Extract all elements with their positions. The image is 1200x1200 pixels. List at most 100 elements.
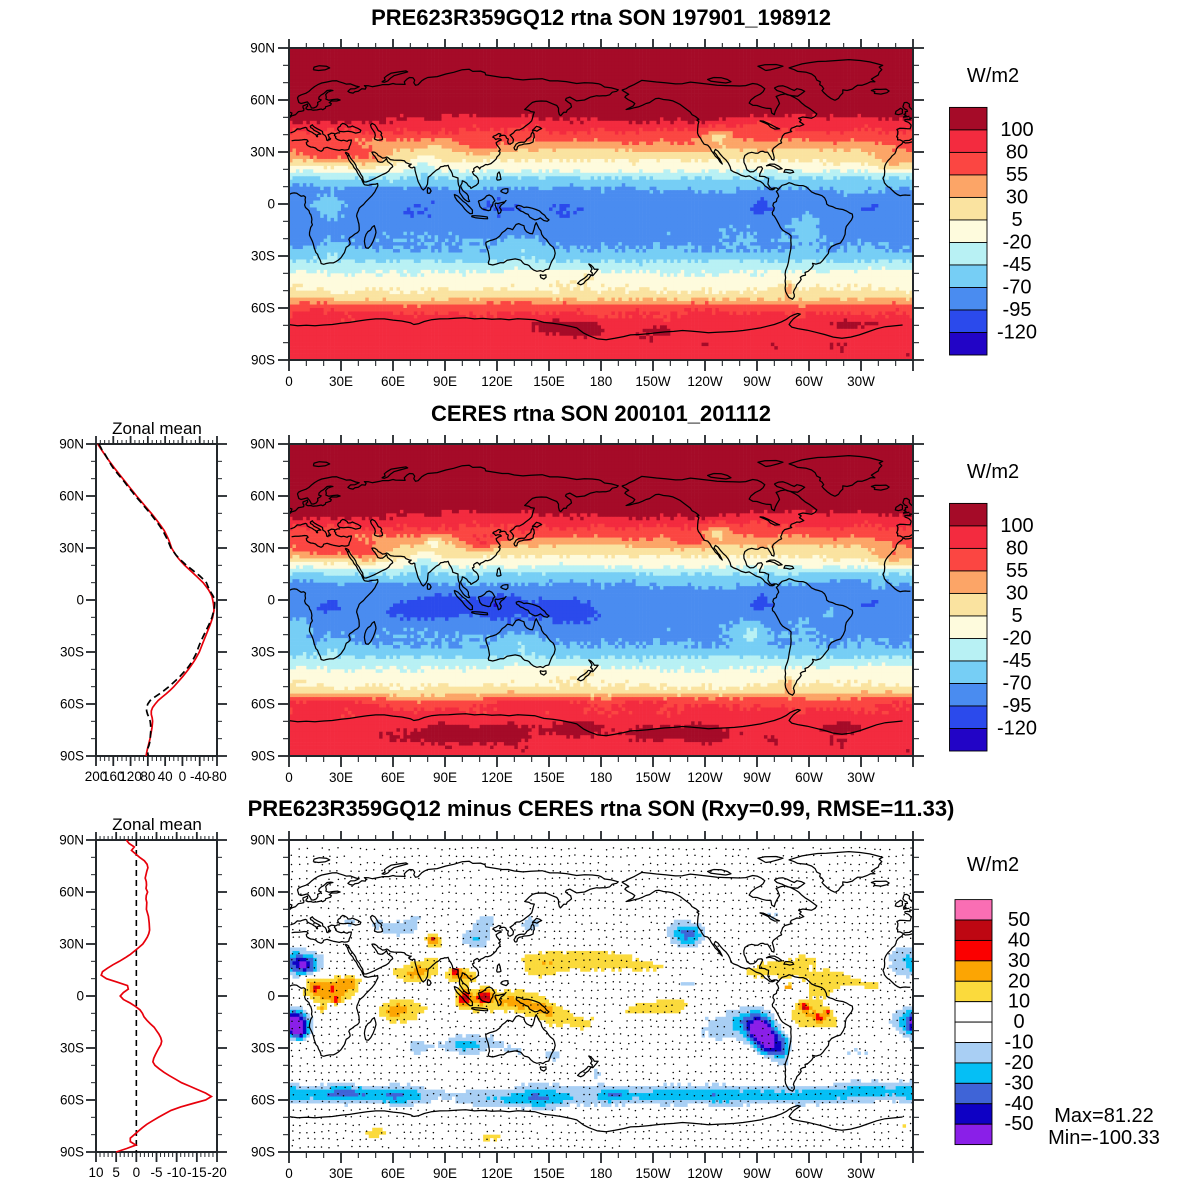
lat-tick-label: 30S — [251, 249, 275, 264]
zonal-x-tick-label: 80 — [140, 769, 155, 784]
colorbar-value-label: -45 — [1003, 254, 1032, 276]
lat-tick-label: 30S — [60, 1041, 84, 1056]
lat-tick-label: 0 — [76, 989, 84, 1004]
lon-tick-label: 30E — [329, 374, 353, 389]
zonal-x-tick-label: 40 — [158, 769, 173, 784]
lat-tick-label: 90S — [251, 353, 275, 368]
colorbar-value-label: 20 — [1008, 970, 1030, 992]
lon-tick-label: 150E — [533, 1166, 565, 1181]
lon-tick-label: 120W — [687, 1166, 723, 1181]
lon-tick-label: 90W — [743, 374, 771, 389]
lat-tick-label: 0 — [267, 989, 275, 1004]
lon-tick-label: 60W — [795, 770, 823, 785]
zonal-x-tick-label: 160 — [102, 769, 125, 784]
colorbar-value-label: 40 — [1008, 929, 1030, 951]
lon-tick-label: 120W — [687, 770, 723, 785]
lat-tick-label: 90S — [251, 749, 275, 764]
colorbar-value-label: 80 — [1006, 141, 1028, 163]
lat-tick-label: 30N — [250, 937, 275, 952]
zonal-x-tick-label: 200 — [85, 769, 108, 784]
coastlines-panel3 — [288, 850, 914, 1133]
colorbar-value-label: 100 — [1000, 515, 1033, 537]
lat-tick-label: 90N — [59, 437, 84, 452]
colorbar-value-label: -120 — [997, 717, 1037, 739]
zonal-mean-title-bottom: Zonal mean — [112, 815, 202, 834]
lat-tick-label: 30N — [59, 937, 84, 952]
diff-max-label: Max=81.22 — [1054, 1105, 1154, 1127]
zonal-x-tick-label: -15 — [187, 1165, 207, 1180]
colorbar-value-label: 50 — [1008, 909, 1030, 931]
lat-tick-label: 30S — [60, 645, 84, 660]
lon-tick-label: 30W — [847, 770, 875, 785]
colorbar-value-label: 80 — [1006, 537, 1028, 559]
lon-tick-label: 120E — [481, 374, 513, 389]
lat-tick-label: 30N — [59, 541, 84, 556]
lon-tick-label: 120E — [481, 1166, 513, 1181]
zonal-mean-title-middle: Zonal mean — [112, 419, 202, 438]
lat-tick-label: 30S — [251, 1041, 275, 1056]
lon-tick-label: 0 — [285, 1166, 293, 1181]
lat-tick-label: 60N — [59, 885, 84, 900]
colorbar-value-label: -10 — [1005, 1032, 1034, 1054]
lon-tick-label: 90W — [743, 770, 771, 785]
colorbar-value-label: 30 — [1006, 582, 1028, 604]
lon-tick-label: 90E — [433, 374, 457, 389]
lat-tick-label: 90N — [250, 833, 275, 848]
lon-tick-label: 30E — [329, 770, 353, 785]
colorbar-value-label: 30 — [1008, 950, 1030, 972]
ceres-map-raster — [289, 444, 913, 756]
zonal-series-pre623r359gq12-minus-ceres — [100, 839, 214, 1153]
lat-tick-label: 90S — [60, 749, 84, 764]
zonal-x-tick-label: 10 — [88, 1165, 103, 1180]
map-axes-panel1: 0 30E 60E 90E 120E 150E 180 150W 120W 90W 60W 30W 90… — [250, 39, 924, 389]
colorbar-value-label: -95 — [1003, 695, 1032, 717]
lon-tick-label: 60E — [381, 374, 405, 389]
panel2-units-label: W/m2 — [966, 461, 1020, 483]
lat-tick-label: 0 — [76, 593, 84, 608]
lat-tick-label: 60S — [251, 301, 275, 316]
lat-tick-label: 30N — [250, 145, 275, 160]
lon-tick-label: 150E — [533, 374, 565, 389]
colorbar-value-label: -70 — [1003, 276, 1032, 298]
lon-tick-label: 180 — [590, 374, 613, 389]
lat-tick-label: 90S — [60, 1145, 84, 1160]
panel3-title: PRE623R359GQ12 minus CERES rtna SON (Rxy… — [247, 796, 955, 821]
lon-tick-label: 90W — [743, 1166, 771, 1181]
lat-tick-label: 60N — [250, 93, 275, 108]
lon-tick-label: 0 — [285, 374, 293, 389]
lon-tick-label: 150W — [635, 770, 671, 785]
colorbar-value-label: 10 — [1008, 991, 1030, 1013]
map-axes-panel3: 0 30E 60E 90E 120E 150E 180 150W 120W 90W 60W 30W 90… — [250, 831, 924, 1181]
lon-tick-label: 60W — [795, 374, 823, 389]
lat-tick-label: 60S — [60, 697, 84, 712]
lat-tick-label: 90N — [59, 833, 84, 848]
lat-tick-label: 0 — [267, 593, 275, 608]
lat-tick-label: 60N — [250, 885, 275, 900]
model-map-raster — [289, 48, 913, 360]
panel1-units-label: W/m2 — [966, 65, 1020, 87]
lat-tick-label: 90N — [250, 437, 275, 452]
panel3-units-label: W/m2 — [966, 854, 1020, 876]
colorbar-value-label: -120 — [997, 321, 1037, 343]
lon-tick-label: 30E — [329, 1166, 353, 1181]
colorbar-value-label: -20 — [1003, 627, 1032, 649]
colorbar-value-label: 55 — [1006, 560, 1028, 582]
colorbar-value-label: -95 — [1003, 299, 1032, 321]
map-axes-panel2: 0 30E 60E 90E 120E 150E 180 150W 120W 90W 60W 30W 90… — [250, 435, 924, 785]
colorbar-value-label: -30 — [1005, 1072, 1034, 1094]
zonal-x-tick-label: -40 — [190, 769, 210, 784]
coastlines-panel1 — [288, 58, 914, 341]
lat-tick-label: 90N — [250, 41, 275, 56]
colorbar-value-label: 5 — [1011, 209, 1022, 231]
colorbar-value-label: 5 — [1011, 605, 1022, 627]
zonal-x-tick-label: 0 — [179, 769, 187, 784]
diff-min-label: Min=-100.33 — [1048, 1127, 1160, 1149]
lon-tick-label: 150W — [635, 1166, 671, 1181]
zonal-x-tick-label: 5 — [112, 1165, 120, 1180]
lon-tick-label: 30W — [847, 374, 875, 389]
lat-tick-label: 60S — [251, 1093, 275, 1108]
